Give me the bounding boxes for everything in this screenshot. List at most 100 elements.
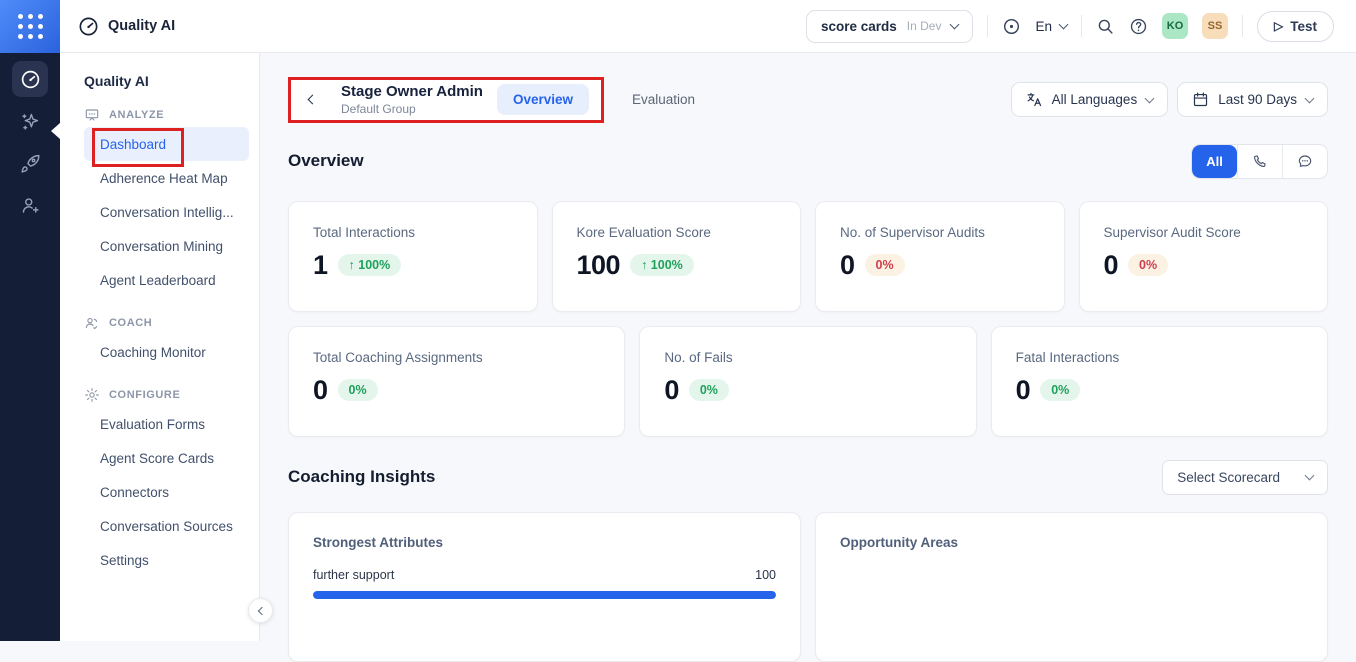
opportunity-areas-card: Opportunity Areas (815, 511, 1328, 662)
language-filter-dropdown[interactable]: All Languages (1010, 82, 1169, 118)
attribute-value: 100 (755, 567, 776, 582)
metric-card-supervisor-audit-score: Supervisor Audit Score 0 0% (1078, 200, 1328, 312)
user-plus-icon (22, 197, 39, 213)
search-icon[interactable] (1096, 17, 1115, 36)
sidebar-item-dashboard[interactable]: Dashboard (84, 127, 249, 161)
section-label: ANALYZE (109, 109, 165, 121)
app-title: Quality AI (108, 18, 176, 34)
chat-bubble-icon (1298, 155, 1312, 168)
attribute-label: further support (313, 567, 395, 582)
metric-change-badge: 0% (1040, 379, 1081, 402)
insight-cards-row: Strongest Attributes further support 100… (288, 511, 1328, 662)
gear-icon (85, 388, 99, 402)
scorecard-select-label: Select Scorecard (1177, 469, 1280, 485)
chevron-down-icon (950, 19, 960, 30)
sidebar-item-conversation-intelligence[interactable]: Conversation Intellig... (100, 204, 234, 220)
metric-label: Kore Evaluation Score (576, 224, 711, 240)
metric-value: 0 (1103, 249, 1119, 280)
metric-value: 0 (313, 374, 328, 405)
metric-change-badge: ↑ 100% (337, 254, 402, 277)
metric-change-badge: 0% (688, 379, 729, 402)
language-switcher[interactable]: En (1035, 19, 1069, 34)
date-range-label: Last 90 Days (1218, 92, 1297, 108)
coaching-insights-heading: Coaching Insights (288, 467, 436, 487)
avatar-ko[interactable]: KO (1162, 13, 1188, 39)
presentation-board-icon (85, 109, 99, 121)
status-target-icon[interactable] (1002, 17, 1021, 36)
rail-item-deploy[interactable] (12, 145, 48, 181)
metric-value: 100 (576, 249, 621, 280)
sidebar-item-evaluation-forms[interactable]: Evaluation Forms (100, 416, 206, 432)
tab-overview[interactable]: Overview (496, 84, 590, 116)
metric-value: 0 (840, 249, 855, 280)
back-button[interactable] (297, 84, 327, 115)
grid-dots-icon (17, 13, 43, 39)
help-icon[interactable] (1129, 17, 1148, 36)
metrics-row-2: Total Coaching Assignments 0 0% No. of F… (288, 325, 1328, 437)
channel-filter-all[interactable]: All (1192, 144, 1237, 178)
sidebar-item-conversation-mining[interactable]: Conversation Mining (100, 238, 224, 254)
attribute-progress-track (313, 590, 776, 599)
metric-change-badge: 0% (864, 254, 905, 277)
sidebar-item-conversation-sources[interactable]: Conversation Sources (100, 518, 233, 534)
app-launcher-button[interactable] (0, 0, 60, 53)
avatar-initials: SS (1207, 20, 1223, 32)
chevron-down-icon (1304, 470, 1315, 481)
metric-card-kore-evaluation-score: Kore Evaluation Score 100 ↑ 100% (551, 200, 801, 312)
metric-label: No. of Supervisor Audits (840, 224, 985, 240)
date-range-dropdown[interactable]: Last 90 Days (1177, 82, 1328, 118)
divider (1242, 15, 1243, 37)
tab-evaluation[interactable]: Evaluation (632, 92, 696, 108)
metric-change-badge: 0% (1128, 254, 1169, 277)
metric-card-fatal-interactions: Fatal Interactions 0 0% (990, 325, 1328, 437)
header-annotation-box: Stage Owner Admin Default Group Overview (288, 77, 605, 123)
test-button-label: Test (1290, 18, 1317, 34)
chevron-left-icon (307, 94, 317, 105)
sidebar-title: Quality AI (84, 73, 149, 89)
sparkles-icon (21, 113, 38, 130)
metric-label: Fatal Interactions (1015, 349, 1120, 365)
divider (1081, 15, 1082, 37)
people-chat-icon (85, 317, 98, 330)
workspace-name: score cards (820, 18, 897, 34)
icon-rail (0, 53, 60, 641)
app-logo: Quality AI (78, 16, 175, 37)
sidebar-item-agent-score-cards[interactable]: Agent Score Cards (100, 450, 215, 466)
metric-card-supervisor-audits: No. of Supervisor Audits 0 0% (815, 200, 1065, 312)
sidebar-item-connectors[interactable]: Connectors (100, 484, 170, 500)
workspace-selector[interactable]: score cards In Dev (805, 9, 974, 43)
sidebar: Quality AI ANALYZE Dashboard Adherence H… (60, 53, 260, 641)
metric-value: 1 (313, 249, 328, 280)
metric-card-total-interactions: Total Interactions 1 ↑ 100% (288, 200, 538, 312)
sidebar-item-coaching-monitor[interactable]: Coaching Monitor (100, 344, 206, 360)
chevron-left-icon (257, 606, 266, 615)
sidebar-item-agent-leaderboard[interactable]: Agent Leaderboard (100, 272, 216, 288)
section-label: COACH (109, 317, 153, 329)
channel-filter-chat[interactable] (1282, 144, 1327, 178)
metric-change-badge: 0% (337, 379, 378, 402)
sidebar-item-adherence-heat-map[interactable]: Adherence Heat Map (100, 170, 228, 186)
phone-icon (1253, 155, 1266, 168)
page-subtitle: Default Group (341, 101, 416, 116)
avatar-ss[interactable]: SS (1202, 13, 1228, 39)
rail-item-quality-ai[interactable] (12, 61, 48, 97)
metric-value: 0 (664, 374, 679, 405)
metric-label: Total Interactions (313, 224, 416, 240)
rail-item-automation[interactable] (12, 103, 48, 139)
channel-filter-voice[interactable] (1237, 144, 1282, 178)
rail-item-invite-user[interactable] (12, 187, 48, 223)
workspace-status: In Dev (906, 19, 942, 33)
sidebar-collapse-button[interactable] (248, 598, 273, 623)
play-icon: ▷ (1274, 19, 1284, 33)
sidebar-item-settings[interactable]: Settings (100, 552, 149, 568)
metric-change-badge: ↑ 100% (630, 254, 694, 277)
rocket-icon (20, 154, 40, 173)
active-rail-pointer (51, 123, 60, 139)
metric-label: Supervisor Audit Score (1103, 224, 1241, 240)
chevron-down-icon (1058, 19, 1069, 30)
attribute-progress-fill (313, 590, 776, 599)
test-button[interactable]: ▷ Test (1257, 10, 1334, 42)
translate-icon (1027, 93, 1041, 107)
scorecard-select-dropdown[interactable]: Select Scorecard (1162, 459, 1328, 495)
channel-filter: All (1191, 143, 1328, 179)
